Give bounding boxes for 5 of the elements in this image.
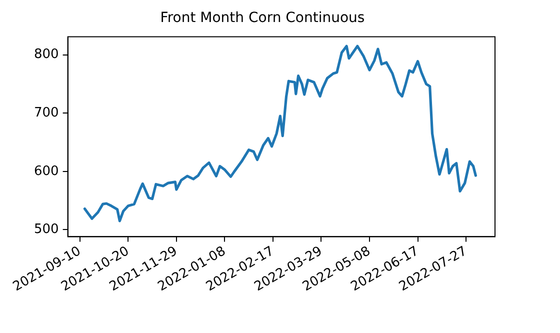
y-tick-label: 600 — [34, 164, 59, 179]
y-tick-label: 800 — [34, 47, 59, 62]
y-tick-label: 700 — [34, 106, 59, 121]
chart-title: Front Month Corn Continuous — [160, 10, 365, 26]
y-tick-label: 500 — [34, 222, 59, 238]
